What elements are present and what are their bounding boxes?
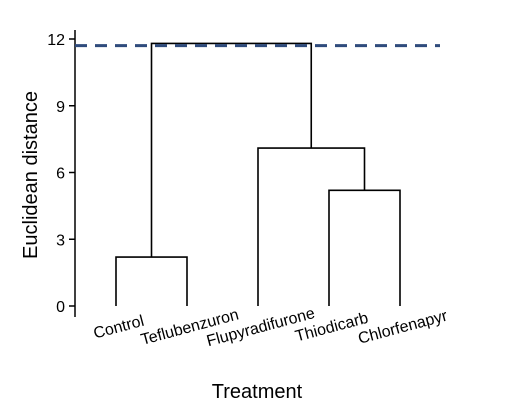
y-tick-label: 0 — [56, 299, 65, 316]
y-axis: 0 3 6 9 12 — [47, 30, 76, 317]
y-tick-label: 6 — [56, 166, 65, 183]
dendrogram-link — [150, 42, 313, 258]
dendrogram-link — [257, 147, 366, 306]
x-axis-title: Treatment — [212, 381, 303, 403]
y-tick-label: 9 — [56, 99, 65, 116]
y-axis-title: Euclidean distance — [20, 91, 42, 259]
dendrogram-link — [328, 189, 401, 306]
dendrogram-link — [115, 256, 188, 306]
dendrogram-tree — [115, 42, 401, 306]
y-tick-label: 3 — [56, 232, 65, 249]
leaf-label: Chlorfenapyr — [356, 307, 450, 347]
leaf-label: Control — [92, 313, 146, 343]
leaf-labels: ControlTeflubenzuronFlupyradifuroneThiod… — [92, 305, 450, 350]
y-tick-label: 12 — [47, 32, 65, 49]
